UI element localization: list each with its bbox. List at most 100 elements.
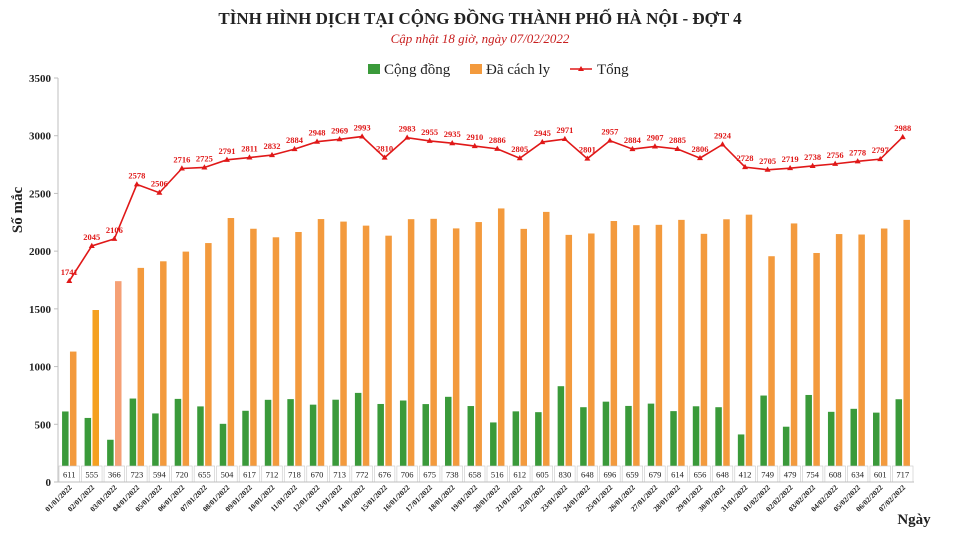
bar-cong-dong	[737, 434, 745, 482]
bar-cong-dong	[512, 411, 520, 482]
bar-cong-dong	[535, 412, 542, 482]
point-tong	[494, 145, 501, 151]
data-label-tong: 2045	[83, 232, 100, 242]
bar-cong-dong	[670, 411, 677, 482]
table-cell-value: 754	[806, 470, 820, 480]
table-cell-value: 713	[333, 470, 346, 480]
data-label-tong: 2955	[421, 127, 438, 137]
bar-da-cach-ly	[588, 233, 595, 482]
bar-cong-dong	[647, 403, 655, 482]
point-tong	[426, 137, 433, 143]
table-cell-value: 679	[649, 470, 662, 480]
point-tong	[764, 166, 771, 172]
bar-cong-dong	[760, 395, 767, 482]
bar-da-cach-ly	[543, 211, 550, 482]
data-label-tong: 2106	[106, 225, 123, 235]
x-axis: 01/01/202202/01/202203/01/202204/01/2022…	[43, 481, 914, 514]
data-label-tong: 2983	[399, 124, 416, 134]
chart-subtitle: Cập nhật 18 giờ, ngày 07/02/2022	[391, 31, 570, 46]
point-tong	[674, 145, 681, 151]
y-tick-label: 0	[46, 477, 52, 489]
data-label-tong: 2778	[849, 147, 866, 157]
point-tong	[246, 154, 253, 160]
point-tong	[201, 164, 208, 170]
table-cell-value: 675	[423, 470, 436, 480]
bar-da-cach-ly	[69, 351, 77, 482]
bar-cong-dong	[692, 406, 700, 482]
legend-label-da-cach-ly: Đã cách ly	[486, 62, 551, 78]
bar-cong-dong	[309, 404, 317, 482]
bar-da-cach-ly	[250, 228, 257, 482]
point-tong	[877, 155, 884, 162]
data-label-tong: 2716	[173, 154, 190, 164]
data-label-tong: 2993	[354, 123, 371, 133]
table-cell-value: 717	[896, 470, 909, 480]
point-tong	[606, 137, 613, 143]
legend: Cộng đồng Đã cách ly Tổng	[368, 62, 629, 78]
data-label-tong: 2910	[466, 132, 483, 142]
point-tong	[269, 151, 275, 158]
bar-da-cach-ly	[160, 261, 167, 482]
table-cell-value: 706	[401, 470, 414, 480]
x-axis-label: Ngày	[897, 512, 931, 528]
data-label-tong: 2810	[376, 144, 393, 154]
table-cell-value: 608	[829, 470, 842, 480]
point-tong	[223, 156, 230, 162]
bar-cong-dong	[557, 386, 565, 482]
table-cell-value: 648	[581, 470, 594, 480]
bar-cong-dong	[715, 407, 722, 482]
data-label-tong: 2725	[196, 153, 213, 163]
legend-swatch-cong-dong	[368, 64, 380, 74]
bar-cong-dong	[625, 405, 632, 482]
point-tong	[809, 162, 816, 168]
bar-cong-dong	[174, 398, 182, 482]
table-cell-value: 720	[176, 470, 189, 480]
table-cell-value: 611	[63, 470, 75, 480]
bar-da-cach-ly	[655, 224, 663, 483]
table-cell-value: 723	[130, 470, 143, 480]
table-cell-value: 659	[626, 470, 639, 480]
bar-cong-dong	[422, 404, 429, 482]
data-label-tong: 2884	[624, 135, 642, 145]
data-label-tong: 2705	[759, 156, 776, 166]
data-label-tong: 2957	[601, 127, 619, 137]
table-cell-value: 772	[356, 470, 369, 480]
bar-da-cach-ly	[835, 234, 843, 482]
table-cell-value: 696	[604, 470, 617, 480]
bar-da-cach-ly	[633, 225, 640, 482]
y-tick-label: 2500	[29, 188, 52, 200]
point-tong	[314, 138, 321, 144]
data-label-tong: 2884	[286, 135, 304, 145]
series-da-cach-ly	[69, 208, 910, 483]
bar-da-cach-ly	[610, 221, 618, 483]
bar-da-cach-ly	[340, 221, 347, 482]
bar-da-cach-ly	[497, 208, 505, 483]
data-label-tong: 2971	[556, 125, 573, 135]
table-cell-value: 656	[694, 470, 707, 480]
bar-da-cach-ly	[903, 219, 910, 483]
bar-cong-dong	[399, 400, 407, 482]
bar-da-cach-ly	[452, 228, 460, 482]
y-tick-label: 1000	[29, 362, 52, 374]
table-cell-value: 658	[468, 470, 481, 480]
bar-da-cach-ly	[768, 256, 775, 482]
data-label-tong: 1741	[61, 267, 78, 277]
bar-da-cach-ly	[227, 218, 235, 482]
data-label-tong: 2797	[872, 145, 890, 155]
table-cell-value: 648	[716, 470, 729, 480]
bar-da-cach-ly	[115, 281, 122, 482]
bar-cong-dong	[827, 411, 835, 482]
chart-title: TÌNH HÌNH DỊCH TẠI CỘNG ĐỒNG THÀNH PHỐ H…	[218, 8, 742, 28]
bar-da-cach-ly	[430, 218, 437, 482]
bar-da-cach-ly	[182, 251, 190, 482]
data-label-tong: 2578	[128, 170, 145, 180]
bar-cong-dong	[805, 394, 812, 482]
table-cell-value: 749	[761, 470, 774, 480]
bar-da-cach-ly	[858, 234, 865, 482]
data-label-tong: 2805	[511, 144, 528, 154]
data-label-tong: 2969	[331, 125, 348, 135]
bar-da-cach-ly	[565, 234, 573, 482]
table-cell-value: 504	[221, 470, 235, 480]
data-label-tong: 2719	[782, 154, 799, 164]
